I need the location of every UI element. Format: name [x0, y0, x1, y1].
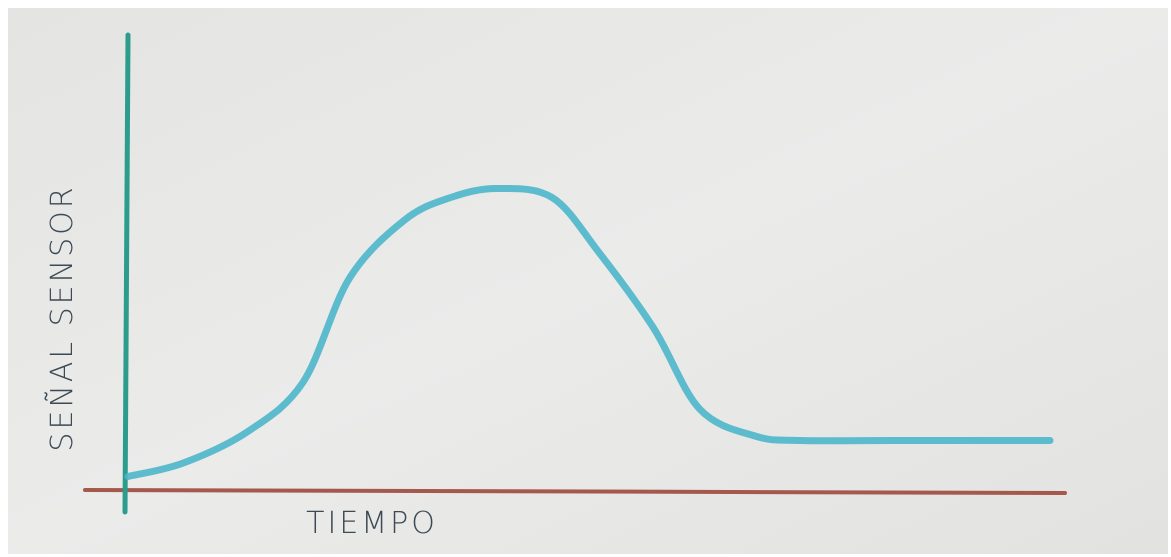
y-axis-label: SEÑAL SENSOR [43, 184, 80, 451]
x-axis-label: TIEMPO [306, 506, 438, 541]
y-axis [122, 32, 131, 515]
plot-area [83, 32, 1067, 515]
paper [8, 8, 1168, 554]
line-series [124, 184, 1054, 480]
x-axis [83, 488, 1067, 495]
